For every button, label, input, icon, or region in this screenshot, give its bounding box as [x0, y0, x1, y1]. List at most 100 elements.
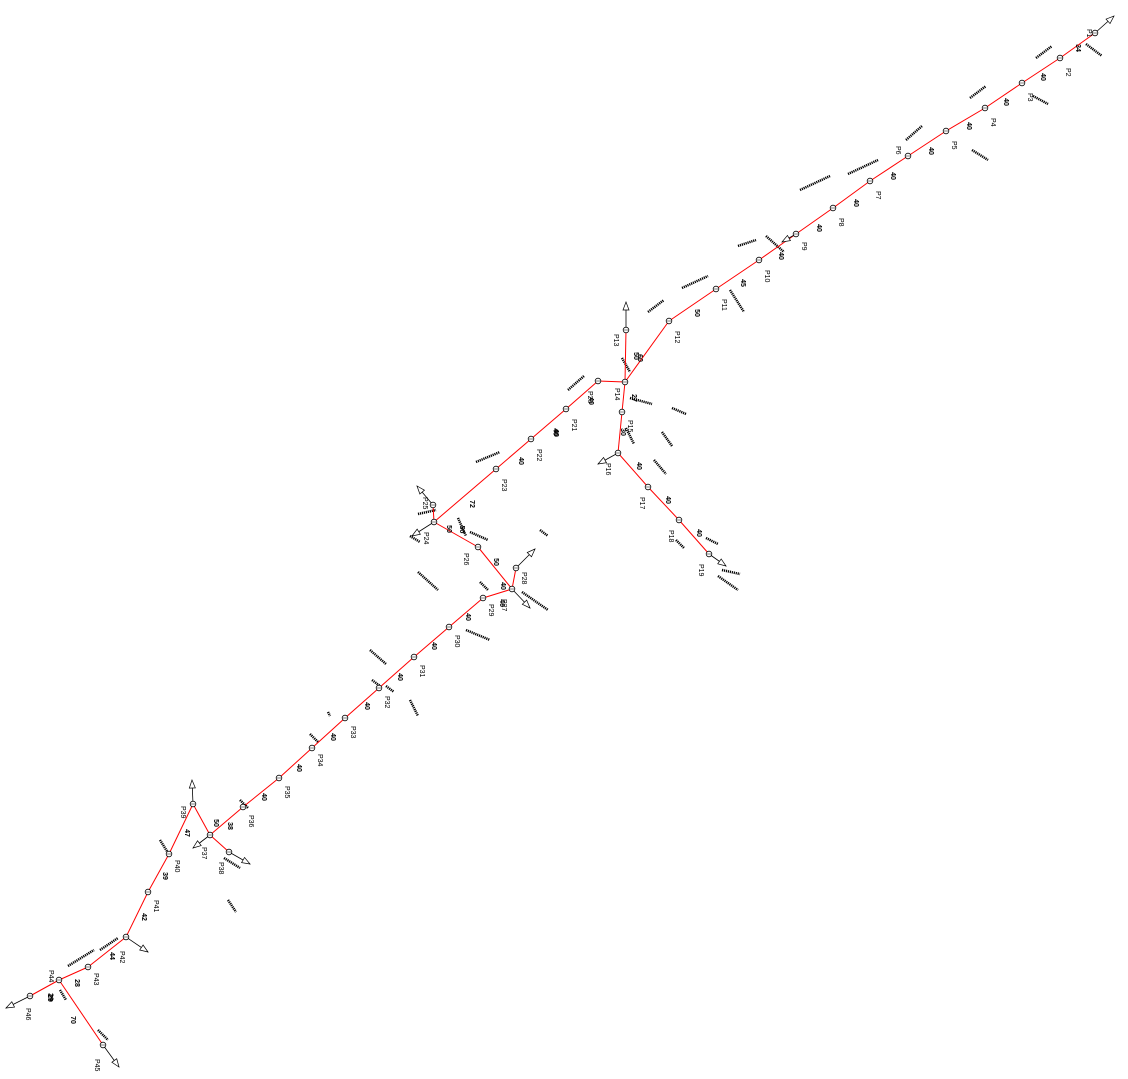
span-line [192, 803, 211, 836]
span-line [907, 130, 947, 157]
span-line [624, 320, 670, 383]
pole-label: P44 [47, 970, 54, 983]
street-marker [1085, 43, 1103, 57]
street-marker [539, 529, 549, 537]
span-line [29, 979, 60, 997]
span-length-label: 40 [430, 642, 437, 650]
span-lines [29, 32, 1096, 1046]
span-line [795, 207, 834, 235]
pole-label: P9 [800, 242, 807, 251]
street-marker [456, 517, 468, 537]
span-line [678, 519, 710, 555]
pole-label: P34 [316, 754, 323, 767]
pole-label: P37 [200, 847, 207, 860]
street-marker [624, 427, 636, 445]
span-length-label: 40 [552, 428, 559, 436]
span-length-label: 40 [464, 613, 471, 621]
pole-label: P1 [1085, 29, 1092, 38]
street-marker [1035, 45, 1053, 59]
span-length-label: 50 [632, 352, 639, 360]
street-marker [905, 125, 923, 141]
span-line [413, 626, 450, 658]
street-markers [58, 43, 1103, 1041]
pole-label: P28 [520, 572, 527, 585]
street-marker [681, 274, 709, 290]
pole-label: P12 [673, 331, 680, 344]
street-marker [567, 375, 585, 391]
street-marker [409, 534, 421, 544]
street-marker [369, 649, 387, 665]
span-length-label: 40 [635, 462, 642, 470]
span-length-label: 70 [69, 1016, 76, 1024]
pole-label: P42 [118, 951, 125, 964]
span-length-label: 42 [140, 913, 147, 921]
arrow-icon [597, 452, 619, 465]
street-marker [799, 174, 831, 192]
pole-label: P3 [1026, 93, 1033, 102]
street-marker [479, 581, 489, 591]
street-marker [465, 628, 491, 642]
street-marker [971, 148, 989, 162]
span-line [242, 777, 280, 808]
pole-label: P30 [453, 635, 460, 648]
span-line [758, 233, 797, 261]
span-length-label: 27 [630, 394, 637, 402]
span-line [477, 546, 513, 590]
pole-label: P15 [626, 420, 633, 433]
span-line [715, 259, 760, 290]
street-marker [705, 536, 719, 546]
span-length-label: 50 [212, 819, 219, 827]
span-length-label: 30 [619, 428, 626, 436]
span-line [530, 408, 567, 440]
street-marker [717, 574, 739, 592]
span-line [378, 656, 415, 689]
span-line [621, 381, 626, 413]
pole-label: P18 [667, 530, 674, 543]
street-marker [67, 948, 95, 968]
street-marker [647, 299, 665, 313]
arrow-icon [102, 1044, 120, 1068]
span-length-label: 40 [852, 199, 859, 207]
span-length-label: 38 [226, 822, 233, 830]
span-length-label: 50 [693, 309, 700, 317]
span-length-label: 40 [889, 172, 896, 180]
pole-label: P19 [697, 564, 704, 577]
pole-label: P27 [500, 599, 507, 612]
street-marker [521, 590, 549, 612]
span-length-label: 40 [965, 122, 972, 130]
span-length-label: 50 [445, 525, 452, 533]
street-marker [408, 699, 420, 717]
arrow-icon [515, 548, 536, 569]
street-marker [309, 733, 319, 743]
span-line [1021, 57, 1061, 84]
street-marker [737, 238, 757, 248]
pole-label: P10 [763, 270, 770, 283]
span-line [58, 966, 89, 981]
span-length-label: 47 [183, 829, 190, 837]
pole-label: P45 [93, 1059, 100, 1072]
street-marker [469, 530, 489, 542]
pole-label: P29 [487, 604, 494, 617]
pole-label: P6 [894, 146, 901, 155]
poles [26, 29, 1099, 1049]
span-length-label: 40 [396, 673, 403, 681]
arrow-icon [708, 553, 727, 567]
pole-label: P46 [24, 1008, 31, 1021]
street-marker [765, 235, 785, 253]
pole-label: P25 [421, 497, 428, 510]
arrow-icon [125, 936, 149, 953]
span-length-label: 40 [260, 793, 267, 801]
span-length-label: 40 [499, 582, 506, 590]
span-line [647, 486, 680, 521]
street-marker [385, 685, 395, 693]
arrow-icon [228, 851, 251, 865]
span-line [617, 452, 649, 488]
pole-label: P2 [1064, 68, 1071, 77]
span-length-label: 40 [664, 496, 671, 504]
span-line [168, 803, 194, 855]
span-length-label: 29 [46, 993, 53, 1001]
pole-label: P14 [613, 388, 620, 401]
pole-label: P11 [720, 299, 727, 311]
span-length-label: 29 [46, 994, 53, 1002]
span-line [209, 834, 230, 853]
